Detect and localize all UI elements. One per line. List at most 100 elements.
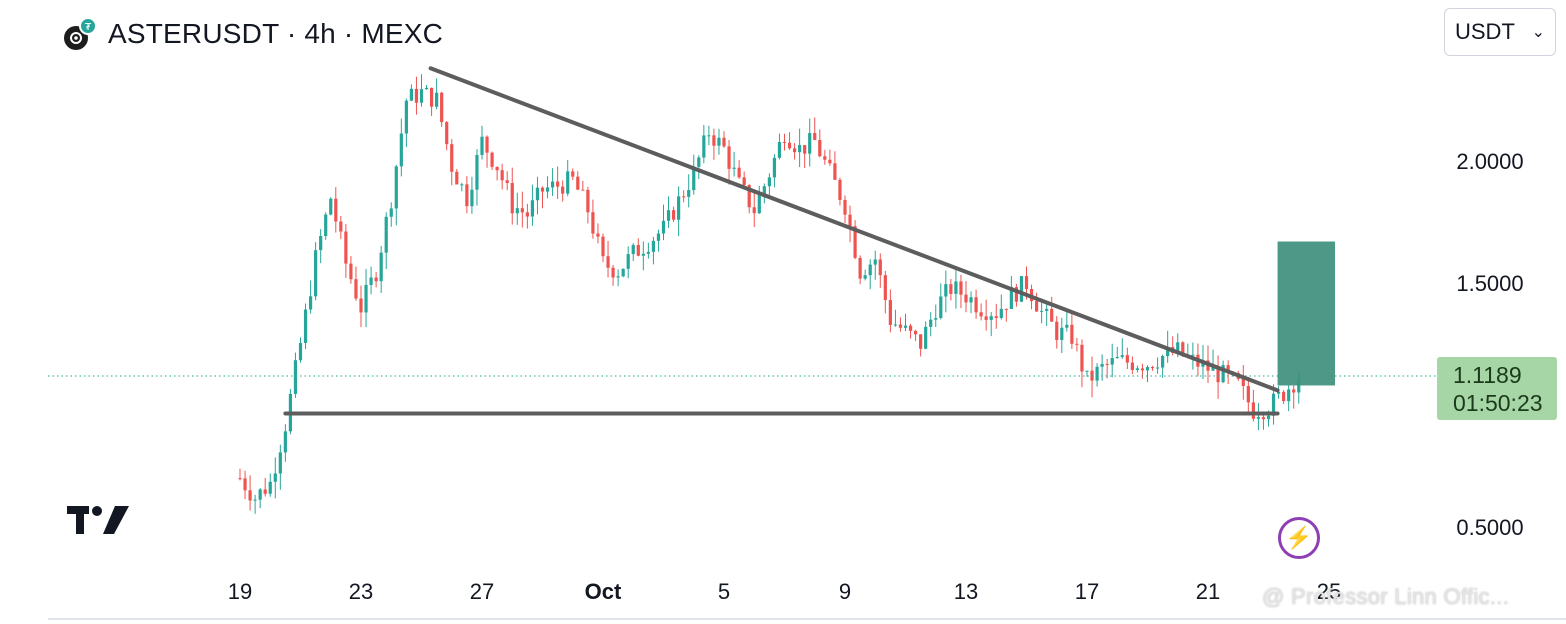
currency-select[interactable]: USDT ⌄: [1444, 8, 1556, 56]
candle: [1055, 321, 1059, 340]
candle: [999, 308, 1003, 318]
candle: [924, 326, 928, 349]
candle: [1211, 366, 1215, 371]
candle: [429, 87, 434, 107]
candle: [440, 92, 444, 123]
candle: [656, 233, 661, 241]
candle: [631, 244, 635, 255]
candle: [687, 190, 691, 197]
candle: [1024, 276, 1029, 290]
candle: [1060, 327, 1064, 340]
candle: [399, 133, 403, 167]
candle: [1065, 324, 1069, 328]
candle: [339, 221, 343, 232]
candle: [1080, 344, 1084, 372]
candle: [898, 324, 903, 328]
x-tick-label: 21: [1196, 579, 1220, 604]
candle: [863, 275, 867, 279]
candle: [409, 88, 414, 101]
candle: [1004, 308, 1008, 310]
candle: [823, 156, 827, 160]
y-axis: 2.0000 1.5000 0.5000: [1456, 149, 1523, 540]
candle: [1095, 366, 1099, 381]
candle: [1130, 362, 1134, 371]
candle: [641, 253, 645, 256]
candle: [808, 133, 812, 154]
candle: [893, 324, 898, 326]
candle: [1075, 343, 1079, 345]
candle: [682, 196, 686, 198]
candle: [253, 499, 257, 501]
candle: [485, 136, 489, 153]
candle: [490, 152, 494, 167]
chart-header: ₮ ASTERUSDT · 4h · MEXC: [62, 14, 443, 54]
candle: [903, 325, 908, 328]
candle: [334, 198, 338, 222]
watermark-text: @ Professor Linn Offic...: [1262, 584, 1510, 609]
candle: [480, 136, 484, 155]
candle: [465, 184, 469, 207]
candle: [566, 171, 570, 194]
candle: [1287, 389, 1291, 402]
candle: [606, 256, 610, 268]
candle: [303, 309, 308, 343]
candle: [349, 263, 353, 280]
candle: [1100, 363, 1104, 367]
candle: [500, 170, 504, 181]
candle: [954, 281, 958, 294]
candle: [1246, 386, 1250, 403]
tradingview-logo[interactable]: [67, 503, 131, 542]
candle: [843, 199, 847, 215]
chevron-down-icon: ⌄: [1531, 24, 1545, 41]
candle: [1040, 310, 1044, 312]
candle: [833, 163, 837, 180]
candle: [1266, 415, 1271, 420]
candle: [838, 179, 842, 200]
candle: [767, 177, 771, 187]
candle: [576, 176, 580, 190]
candle: [626, 254, 630, 269]
candle: [581, 189, 585, 191]
candle: [238, 478, 242, 480]
currency-value: USDT: [1455, 19, 1515, 44]
candle: [868, 264, 872, 276]
candle: [298, 342, 303, 361]
candle: [268, 481, 272, 494]
candle: [586, 189, 590, 213]
candle: [1251, 402, 1255, 419]
candle: [666, 210, 671, 221]
candle: [984, 316, 988, 320]
candle: [601, 236, 605, 257]
x-tick-label: 27: [470, 579, 494, 604]
candles-layer: [238, 74, 1301, 514]
candle: [737, 167, 741, 178]
candle: [712, 135, 716, 146]
candle: [883, 275, 887, 301]
y-tick-label: 2.0000: [1456, 149, 1523, 174]
candle: [1292, 389, 1296, 393]
candle: [1282, 391, 1286, 402]
candle: [379, 252, 383, 282]
candle: [717, 137, 721, 146]
candle: [762, 186, 766, 196]
candle: [853, 226, 857, 258]
candle: [752, 207, 756, 214]
candle: [1135, 368, 1140, 371]
candle: [1261, 417, 1266, 420]
candle: [1085, 370, 1089, 372]
candle: [1050, 308, 1054, 322]
candle: [611, 267, 615, 278]
x-tick-label: 23: [349, 579, 373, 604]
candle: [591, 212, 595, 234]
candle: [616, 276, 620, 278]
lightning-icon[interactable]: ⚡: [1278, 517, 1320, 559]
candle: [913, 330, 918, 335]
candle: [1019, 276, 1024, 302]
candle: [1216, 366, 1220, 383]
bar-countdown: 01:50:23: [1453, 390, 1543, 416]
candle: [792, 148, 797, 153]
candle: [959, 281, 963, 295]
candle: [742, 177, 746, 186]
candle: [1241, 378, 1245, 387]
